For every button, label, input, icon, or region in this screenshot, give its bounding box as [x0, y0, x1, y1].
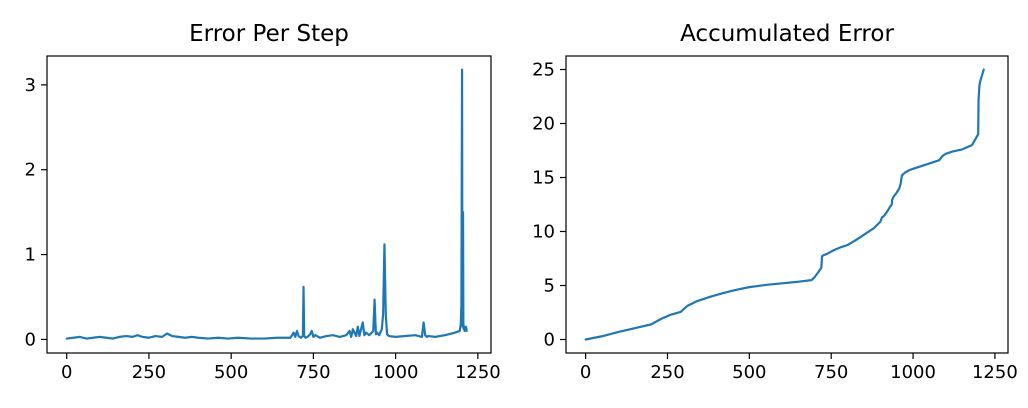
x-tick-label: 500 [732, 362, 766, 383]
chart-panel-1: Error Per Step 0 250 500 750 1000 1250 0 1 2 3 [25, 21, 501, 383]
x-tick-label: 750 [814, 362, 848, 383]
y-tick-label: 15 [532, 168, 555, 189]
x-tick-label: 0 [61, 362, 72, 383]
y-tick-label: 10 [532, 222, 555, 243]
x-tick-label: 500 [214, 362, 248, 383]
y-tick-label: 5 [544, 276, 555, 297]
y-tick-label: 0 [544, 330, 555, 351]
series-line [584, 68, 985, 341]
plot-frame [565, 55, 1009, 354]
x-tick-label: 1000 [890, 362, 936, 383]
y-tick-label: 25 [532, 60, 555, 81]
y-tick-label: 20 [532, 114, 555, 135]
y-tick-label: 1 [25, 245, 36, 266]
x-tick-label: 250 [132, 362, 166, 383]
y-tick-label: 0 [25, 329, 36, 350]
plot-frame [46, 55, 492, 354]
x-tick-label: 1250 [455, 362, 501, 383]
y-tick-label: 2 [25, 160, 36, 181]
x-tick-label: 0 [580, 362, 591, 383]
x-tick-label: 1250 [972, 362, 1018, 383]
series-line [65, 68, 468, 340]
x-tick-label: 250 [650, 362, 684, 383]
chart-title: Error Per Step [189, 21, 349, 47]
chart-panel-2: Accumulated Error 0 250 500 750 1000 1250 0 5 10 1… [532, 21, 1018, 383]
y-tick-label: 3 [25, 75, 36, 96]
x-tick-label: 1000 [373, 362, 419, 383]
x-tick-label: 750 [296, 362, 330, 383]
chart-title: Accumulated Error [680, 21, 894, 47]
